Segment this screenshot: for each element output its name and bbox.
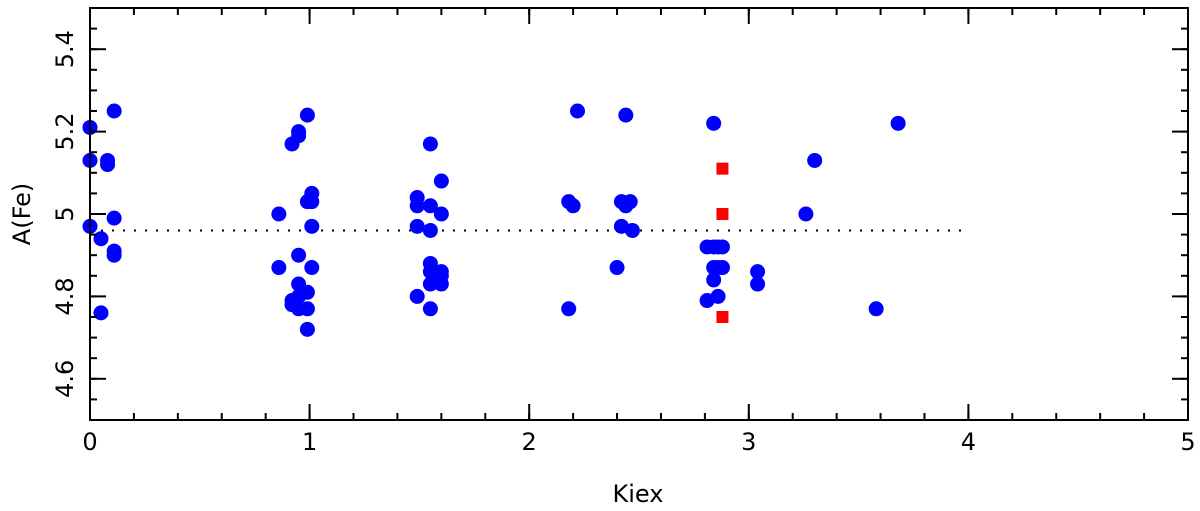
data-point-circle <box>291 247 307 263</box>
x-tick-label: 5 <box>1180 428 1195 456</box>
data-point-circle <box>618 107 634 123</box>
data-point-circle <box>868 301 884 317</box>
data-point-circle <box>622 194 638 210</box>
data-point-circle <box>299 321 315 337</box>
data-point-circle <box>409 198 425 214</box>
data-point-circle <box>710 288 726 304</box>
data-point-circle <box>409 218 425 234</box>
data-point-square <box>716 311 729 323</box>
data-point-circle <box>93 231 109 247</box>
data-point-circle <box>100 157 116 173</box>
x-tick-label: 4 <box>961 428 976 456</box>
data-point-circle <box>304 194 320 210</box>
data-point-circle <box>304 260 320 276</box>
x-tick-label: 0 <box>82 428 97 456</box>
data-point-circle <box>422 222 438 238</box>
data-point-circle <box>106 103 122 119</box>
data-point-circle <box>890 115 906 131</box>
x-tick-label: 2 <box>522 428 537 456</box>
data-point-circle <box>433 276 449 292</box>
data-point-circle <box>750 276 766 292</box>
data-point-circle <box>706 272 722 288</box>
data-point-circle <box>750 264 766 280</box>
x-axis-title: Kiex <box>613 480 664 508</box>
data-point-circle <box>271 260 287 276</box>
data-point-circle <box>106 247 122 263</box>
data-point-circle <box>570 103 586 119</box>
y-axis-title: A(Fe) <box>8 183 36 245</box>
data-point-circle <box>422 198 438 214</box>
y-tick-label: 5.4 <box>51 30 79 68</box>
data-points-layer <box>82 103 906 337</box>
data-point-circle <box>409 288 425 304</box>
data-point-circle <box>561 301 577 317</box>
y-tick-label: 5 <box>51 206 79 221</box>
data-point-circle <box>299 107 315 123</box>
data-point-circle <box>291 128 307 144</box>
data-point-circle <box>433 173 449 189</box>
x-tick-label: 1 <box>302 428 317 456</box>
data-point-circle <box>714 239 730 255</box>
axes-layer: 0 1 2 3 4 5 4.6 4.8 5 5.2 5.4 <box>51 7 1196 456</box>
data-point-circle <box>422 276 438 292</box>
data-point-circle <box>798 206 814 222</box>
data-point-square <box>716 162 729 175</box>
data-point-square <box>716 208 729 220</box>
x-tick-label: 3 <box>741 428 756 456</box>
data-point-circle <box>714 260 730 276</box>
data-point-circle <box>565 198 581 214</box>
data-point-circle <box>624 222 640 238</box>
y-tick-label: 5.2 <box>51 113 79 151</box>
data-point-circle <box>93 305 109 321</box>
data-point-circle <box>299 301 315 317</box>
data-point-circle <box>422 136 438 152</box>
data-point-circle <box>706 115 722 131</box>
data-point-circle <box>299 284 315 300</box>
y-tick-label: 4.8 <box>51 277 79 315</box>
data-point-circle <box>609 260 625 276</box>
data-point-circle <box>422 301 438 317</box>
data-point-circle <box>433 206 449 222</box>
data-point-circle <box>271 206 287 222</box>
y-tick-label: 4.6 <box>51 360 79 398</box>
data-point-circle <box>304 218 320 234</box>
data-point-circle <box>807 152 823 168</box>
data-point-circle <box>106 210 122 226</box>
